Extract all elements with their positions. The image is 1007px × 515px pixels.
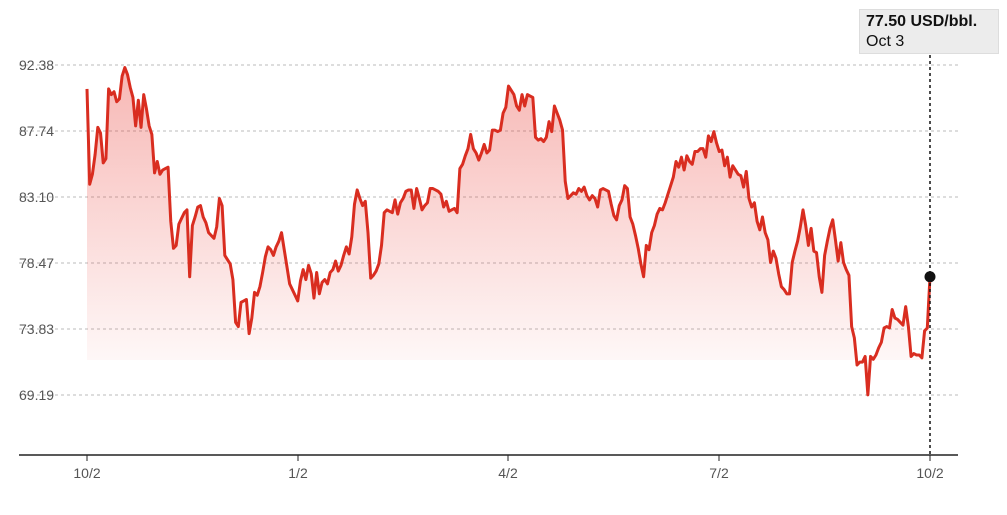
y-axis-ticks: 92.38 87.74 83.10 78.47 73.83 69.19: [19, 57, 54, 403]
y-tick-label: 92.38: [19, 57, 54, 73]
hover-point-marker[interactable]: [924, 271, 936, 283]
x-tick-label: 10/2: [73, 465, 100, 481]
x-axis-ticks: 10/2 1/2 4/2 7/2 10/2: [73, 455, 944, 481]
y-tick-label: 83.10: [19, 189, 54, 205]
y-tick-label: 73.83: [19, 321, 54, 337]
tooltip-date: Oct 3: [866, 33, 905, 50]
price-series-line: [85, 66, 932, 397]
price-area-fill: [87, 67, 930, 395]
x-tick-label: 1/2: [288, 465, 308, 481]
y-tick-label: 78.47: [19, 255, 54, 271]
hover-tooltip: 77.50 USD/bbl. Oct 3: [859, 9, 999, 54]
tooltip-value: 77.50 USD/bbl.: [866, 13, 978, 30]
y-tick-label: 87.74: [19, 123, 54, 139]
y-tick-label: 69.19: [19, 387, 54, 403]
x-tick-label: 7/2: [709, 465, 729, 481]
x-tick-label: 10/2: [916, 465, 943, 481]
x-tick-label: 4/2: [498, 465, 518, 481]
